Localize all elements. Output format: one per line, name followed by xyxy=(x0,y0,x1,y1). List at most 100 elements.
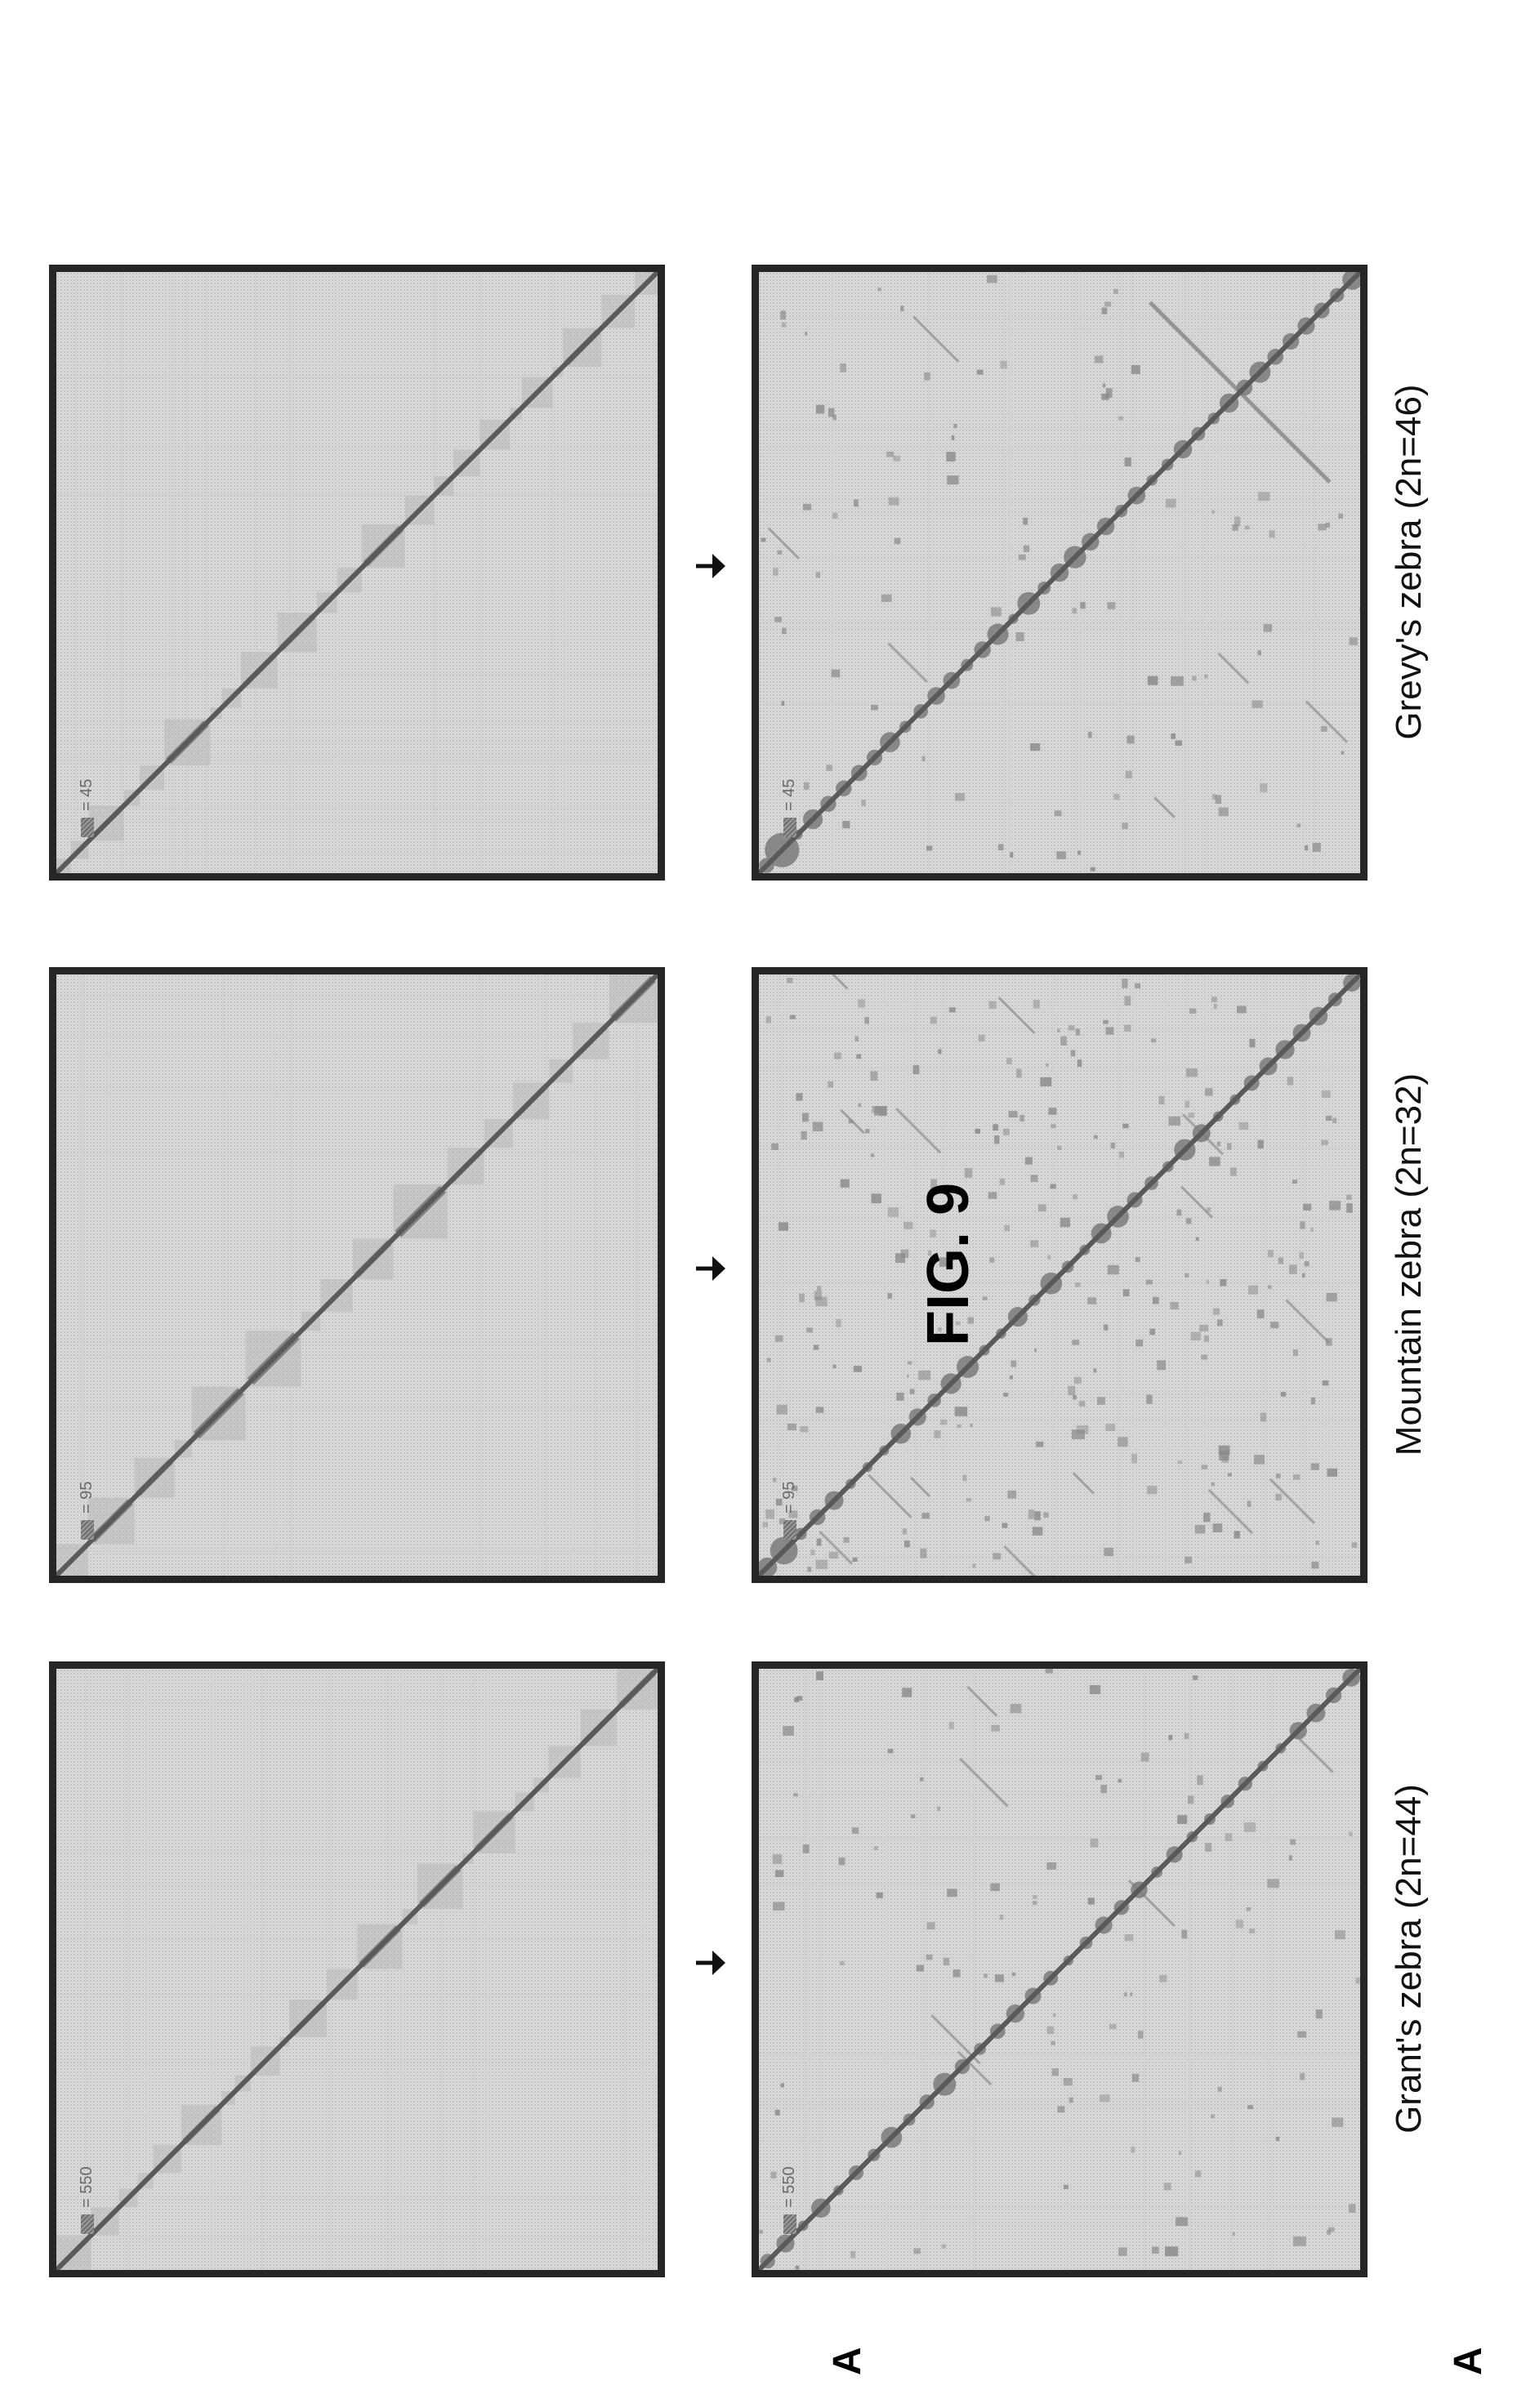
contact-dot xyxy=(772,1478,777,1483)
contact-dot xyxy=(770,2171,777,2178)
contact-dot xyxy=(861,800,866,806)
contact-streak xyxy=(959,1757,1009,1808)
contact-dot xyxy=(988,1001,997,1010)
contact-dot xyxy=(1299,1251,1304,1260)
contact-dot xyxy=(1000,360,1007,369)
contact-dot xyxy=(930,1016,937,1024)
contact-dot xyxy=(1199,1324,1209,1331)
contact-dot xyxy=(926,1922,935,1930)
contact-dot xyxy=(993,1135,1000,1144)
contact-dot xyxy=(1009,1375,1013,1380)
contact-dot xyxy=(989,1257,995,1263)
contact-dot xyxy=(1263,623,1273,632)
contact-dot xyxy=(828,1551,838,1559)
contact-dot xyxy=(1290,1839,1296,1845)
contact-dot xyxy=(772,1854,783,1865)
contact-dot xyxy=(1168,1116,1180,1126)
heatmap-grevys-before: = 45 xyxy=(752,265,1368,881)
contact-dot xyxy=(789,1014,796,1019)
contact-dot xyxy=(934,1430,941,1438)
contact-dot xyxy=(1080,602,1086,609)
contact-dot xyxy=(1185,1100,1190,1108)
contact-dot xyxy=(1243,1822,1256,1832)
contact-dot xyxy=(774,617,782,622)
contact-dot xyxy=(1034,1511,1041,1521)
contact-dot xyxy=(1244,525,1250,530)
contact-dot xyxy=(990,1883,1000,1892)
contact-dot xyxy=(800,1426,809,1433)
contact-dot xyxy=(1253,1455,1265,1465)
contact-dot xyxy=(1090,867,1095,872)
contact-dot xyxy=(954,1407,968,1416)
contact-dot xyxy=(1292,1349,1298,1357)
contact-dot xyxy=(1322,1380,1329,1386)
scale-swatch xyxy=(783,1520,796,1540)
contact-dot xyxy=(1122,1289,1130,1297)
contact-dot xyxy=(908,1361,912,1365)
contact-dot xyxy=(1122,979,1128,988)
contact-dot xyxy=(887,1748,894,1754)
contact-streak xyxy=(1153,796,1176,818)
contact-dot xyxy=(1028,1509,1035,1519)
contact-dot xyxy=(788,1510,798,1518)
panel-letter-top: A xyxy=(1447,2347,1490,2375)
contact-dot xyxy=(976,369,984,375)
contact-dot xyxy=(1268,1285,1272,1289)
heatmap-grevys-after-plot xyxy=(56,272,658,873)
contact-dot xyxy=(1046,1063,1049,1067)
contact-dot xyxy=(1232,2232,1235,2236)
contact-dot xyxy=(1318,524,1327,531)
contact-dot xyxy=(937,1806,941,1812)
contact-dot xyxy=(1052,2013,1056,2018)
contact-dot xyxy=(1209,1157,1220,1166)
contact-dot xyxy=(771,1143,779,1150)
contact-dot xyxy=(951,435,955,440)
contact-dot xyxy=(1355,1978,1360,1984)
contact-dot xyxy=(987,274,997,283)
scale-label-grevys-before: = 45 xyxy=(780,779,799,837)
contact-dot xyxy=(805,331,808,336)
contact-dot xyxy=(836,1318,841,1327)
heatmap-mountain-after: = 95 xyxy=(49,967,665,1583)
contact-dot xyxy=(1010,852,1014,858)
contact-dot xyxy=(765,1509,774,1519)
contact-dot xyxy=(1211,997,1217,1002)
contact-dot xyxy=(947,1888,957,1897)
contact-dot xyxy=(774,1870,784,1878)
contact-dot xyxy=(1046,2026,1055,2035)
contact-dot xyxy=(978,1034,985,1042)
contact-dot xyxy=(1310,1228,1314,1232)
contact-dot xyxy=(924,372,930,381)
scale-swatch xyxy=(783,2214,796,2234)
contact-streak xyxy=(966,1686,998,1717)
contact-dot xyxy=(1118,1437,1128,1447)
contact-dot xyxy=(1089,1685,1101,1695)
contact-dot xyxy=(1213,1003,1217,1010)
contact-dot xyxy=(1203,1512,1211,1523)
contact-dot xyxy=(935,1257,939,1262)
contact-dot xyxy=(1095,1775,1102,1781)
contact-dot xyxy=(930,1229,936,1237)
contact-dot xyxy=(793,1793,798,1797)
contact-dot xyxy=(1046,1862,1057,1870)
contact-dot xyxy=(828,1081,834,1088)
contact-dot xyxy=(1327,2229,1332,2235)
contact-dot xyxy=(888,497,899,506)
contact-dot xyxy=(1349,637,1358,645)
contact-dot xyxy=(993,1553,1002,1560)
contact-dot xyxy=(1325,1115,1332,1122)
contact-dot xyxy=(810,1550,815,1556)
contact-dot xyxy=(962,1474,967,1482)
contact-dot xyxy=(953,423,957,428)
contact-dot xyxy=(940,1420,948,1425)
contact-dot xyxy=(773,1902,785,1911)
contact-dot xyxy=(1093,1368,1097,1373)
contact-dot xyxy=(1110,1142,1116,1149)
contact-dot xyxy=(1187,1795,1194,1804)
contact-dot xyxy=(1247,1501,1252,1507)
contact-dot xyxy=(1325,522,1330,528)
contact-dot xyxy=(1315,1541,1319,1545)
contact-dot xyxy=(1100,1785,1107,1794)
scale-value: = 550 xyxy=(78,2166,96,2208)
contact-dot xyxy=(1050,1184,1056,1189)
